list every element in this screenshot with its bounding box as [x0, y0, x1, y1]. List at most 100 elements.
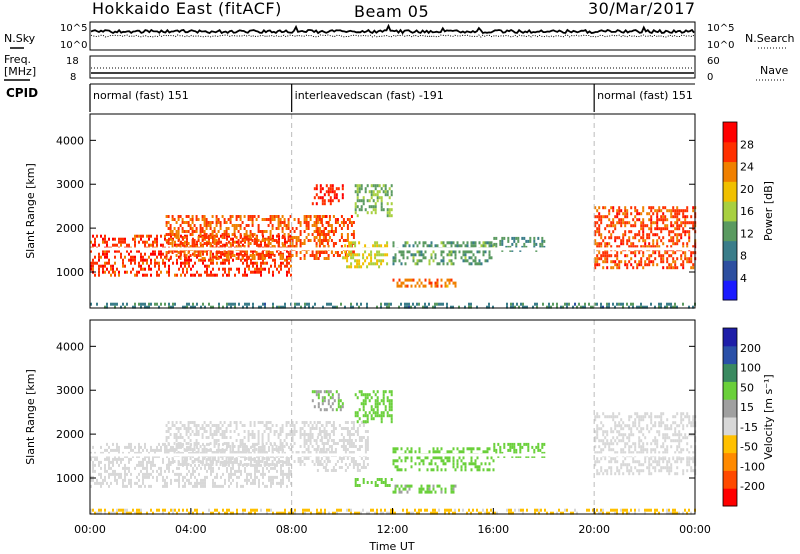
- data-cell: [286, 273, 288, 277]
- data-cell: [213, 442, 216, 445]
- data-cell: [165, 251, 168, 254]
- data-cell: [254, 270, 256, 274]
- data-cell: [692, 224, 695, 228]
- data-cell: [150, 463, 152, 467]
- data-cell: [94, 469, 96, 473]
- data-cell: [503, 236, 506, 240]
- data-cell: [652, 466, 655, 470]
- data-cell: [175, 445, 178, 448]
- data-cell: [134, 445, 136, 449]
- data-cell: [317, 257, 320, 260]
- data-cell: [327, 393, 330, 397]
- data-cell: [662, 221, 665, 225]
- data-cell: [684, 251, 687, 255]
- data-cell: [684, 254, 687, 258]
- data-cell: [235, 460, 238, 463]
- data-cell: [110, 460, 112, 464]
- data-cell: [167, 451, 170, 454]
- data-cell: [280, 261, 282, 265]
- data-cell: [482, 450, 485, 454]
- data-cell: [229, 215, 232, 218]
- data-cell: [462, 250, 465, 254]
- data-cell: [209, 448, 212, 451]
- data-cell: [262, 448, 264, 452]
- data-cell: [325, 257, 328, 260]
- data-cell: [374, 184, 377, 188]
- data-cell: [246, 258, 248, 262]
- data-cell: [232, 466, 234, 470]
- data-cell: [374, 205, 377, 209]
- data-cell: [321, 396, 324, 400]
- data-cell: [90, 511, 92, 515]
- data-cell: [376, 196, 379, 200]
- data-cell: [202, 484, 204, 488]
- data-cell: [281, 236, 284, 239]
- data-cell: [170, 249, 172, 253]
- data-cell: [527, 442, 530, 446]
- data-cell: [640, 469, 643, 473]
- data-cell: [600, 221, 603, 225]
- data-cell: [201, 448, 204, 451]
- data-cell: [541, 451, 544, 455]
- data-cell: [203, 451, 206, 454]
- data-cell: [219, 245, 222, 248]
- data-cell: [271, 463, 274, 466]
- data-cell: [672, 224, 675, 228]
- data-cell: [644, 460, 647, 464]
- data-cell: [432, 450, 435, 454]
- data-cell: [138, 508, 140, 512]
- data-cell: [181, 457, 184, 460]
- data-cell: [346, 259, 349, 263]
- data-cell: [231, 224, 234, 227]
- data-cell: [370, 205, 373, 209]
- data-cell: [211, 221, 214, 224]
- data-cell: [474, 465, 477, 469]
- data-cell: [642, 305, 644, 309]
- data-cell: [269, 427, 272, 430]
- data-cell: [630, 263, 633, 267]
- data-cell: [220, 234, 222, 238]
- data-cell: [286, 255, 288, 259]
- data-cell: [223, 221, 226, 224]
- data-cell: [618, 439, 621, 443]
- data-cell: [197, 430, 200, 433]
- data-cell: [348, 221, 351, 224]
- data-cell: [616, 245, 619, 249]
- data-cell: [326, 469, 329, 472]
- data-cell: [608, 445, 611, 449]
- data-cell: [289, 424, 292, 427]
- data-cell: [654, 436, 657, 440]
- data-cell: [506, 305, 508, 309]
- data-cell: [228, 240, 230, 244]
- data-cell: [224, 258, 226, 262]
- data-cell: [366, 442, 369, 445]
- data-cell: [90, 261, 92, 265]
- data-cell: [402, 244, 405, 248]
- data-cell: [634, 442, 637, 446]
- data-cell: [201, 427, 204, 430]
- data-cell: [486, 450, 489, 454]
- data-cell: [327, 230, 330, 233]
- data-cell: [501, 242, 504, 246]
- data-cell: [362, 199, 365, 203]
- data-cell: [280, 463, 282, 467]
- data-cell: [280, 267, 282, 271]
- data-cell: [348, 430, 351, 433]
- data-cell: [112, 270, 114, 274]
- data-cell: [686, 245, 689, 249]
- data-cell: [193, 242, 196, 245]
- data-cell: [692, 245, 695, 249]
- data-cell: [676, 305, 678, 309]
- data-cell: [654, 466, 657, 470]
- data-cell: [253, 215, 256, 218]
- data-cell: [654, 451, 657, 455]
- data-cell: [156, 237, 158, 241]
- data-cell: [293, 236, 296, 239]
- data-cell: [480, 262, 483, 266]
- data-cell: [317, 239, 320, 242]
- data-cell: [476, 447, 479, 451]
- data-cell: [128, 481, 130, 485]
- data-cell: [246, 264, 248, 268]
- data-cell: [247, 215, 250, 218]
- data-cell: [536, 305, 538, 309]
